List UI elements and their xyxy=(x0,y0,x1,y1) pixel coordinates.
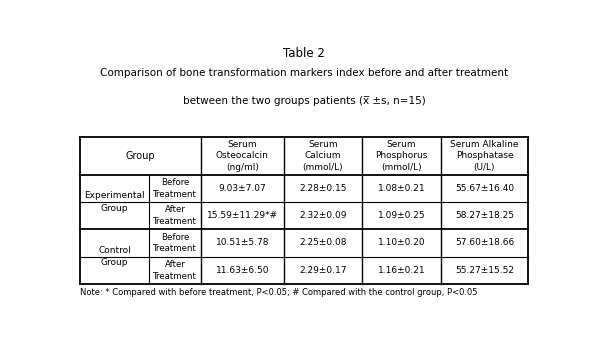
Text: Before
Treatment: Before Treatment xyxy=(153,233,197,253)
Text: Serum Alkaline
Phosphatase
(U/L): Serum Alkaline Phosphatase (U/L) xyxy=(450,139,519,172)
Text: Table 2: Table 2 xyxy=(283,47,325,60)
Text: Serum
Calcium
(mmol/L): Serum Calcium (mmol/L) xyxy=(302,139,343,172)
Text: 57.60±18.66: 57.60±18.66 xyxy=(455,238,514,248)
Text: 10.51±5.78: 10.51±5.78 xyxy=(215,238,269,248)
Text: After
Treatment: After Treatment xyxy=(153,260,197,281)
Text: 15.59±11.29*#: 15.59±11.29*# xyxy=(207,211,278,220)
Text: 55.67±16.40: 55.67±16.40 xyxy=(455,184,514,193)
Text: 58.27±18.25: 58.27±18.25 xyxy=(455,211,514,220)
Text: 2.25±0.08: 2.25±0.08 xyxy=(299,238,347,248)
Text: Serum
Phosphorus
(mmol/L): Serum Phosphorus (mmol/L) xyxy=(375,139,428,172)
Text: Note: * Compared with before treatment, P<0.05; # Compared with the control grou: Note: * Compared with before treatment, … xyxy=(79,288,477,297)
Text: 55.27±15.52: 55.27±15.52 xyxy=(455,266,514,275)
Text: between the two groups patients (x̅ ±s, n=15): between the two groups patients (x̅ ±s, … xyxy=(183,96,425,106)
Text: Control
Group: Control Group xyxy=(98,246,131,267)
Text: 2.32±0.09: 2.32±0.09 xyxy=(299,211,347,220)
Text: 1.08±0.21: 1.08±0.21 xyxy=(378,184,425,193)
Text: Comparison of bone transformation markers index before and after treatment: Comparison of bone transformation marker… xyxy=(100,69,508,78)
Text: Group: Group xyxy=(125,151,155,161)
Text: Serum
Osteocalcin
(ng/ml): Serum Osteocalcin (ng/ml) xyxy=(216,139,269,172)
Text: 1.09±0.25: 1.09±0.25 xyxy=(378,211,425,220)
Text: 1.10±0.20: 1.10±0.20 xyxy=(378,238,425,248)
Text: Before
Treatment: Before Treatment xyxy=(153,178,197,199)
Text: 11.63±6.50: 11.63±6.50 xyxy=(215,266,269,275)
Text: 9.03±7.07: 9.03±7.07 xyxy=(218,184,266,193)
Text: Experimental
Group: Experimental Group xyxy=(84,191,145,213)
Text: 2.29±0.17: 2.29±0.17 xyxy=(299,266,347,275)
Text: After
Treatment: After Treatment xyxy=(153,205,197,226)
Text: 1.16±0.21: 1.16±0.21 xyxy=(378,266,425,275)
Text: 2.28±0.15: 2.28±0.15 xyxy=(299,184,347,193)
